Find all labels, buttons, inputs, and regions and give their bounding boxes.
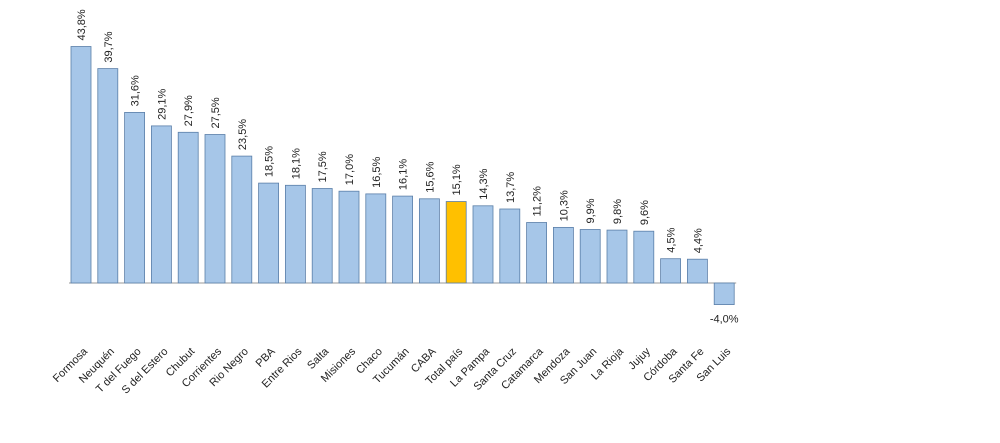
bar-11: [365, 193, 387, 284]
bar-9: [311, 188, 333, 284]
value-label-6: 23,5%: [237, 119, 249, 150]
bar-16: [499, 208, 521, 284]
value-label-16: 13,7%: [505, 172, 517, 203]
bar-22: [660, 258, 681, 284]
bar-13: [418, 198, 440, 284]
value-label-13: 15,6%: [424, 161, 436, 192]
value-label-8: 18,1%: [290, 148, 302, 179]
value-label-19: 9,9%: [585, 198, 597, 223]
bar-10: [338, 190, 360, 284]
bar-14: [445, 201, 467, 284]
value-label-24: -4,0%: [710, 314, 739, 326]
bar-7: [258, 182, 280, 284]
value-labels-group: 43,8% 39,7% 31,6% 29,1% 27,9% 27,5% 23,5% 18,5%…: [76, 9, 739, 326]
bar-24: [713, 282, 735, 306]
value-label-20: 9,8%: [612, 199, 624, 224]
value-label-7: 18,5%: [264, 146, 276, 177]
value-label-23: 4,4%: [692, 228, 704, 253]
bar-21: [633, 230, 655, 284]
bar-6: [231, 155, 253, 284]
value-label-22: 4,5%: [666, 227, 678, 252]
bar-0: [70, 46, 92, 284]
bar-3: [150, 125, 172, 284]
bar-2: [124, 112, 145, 284]
value-label-18: 10,3%: [558, 190, 570, 221]
value-label-3: 29,1%: [156, 88, 168, 119]
bar-5: [204, 134, 226, 284]
value-label-2: 31,6%: [130, 75, 142, 106]
bar-18: [553, 226, 574, 284]
value-label-11: 16,5%: [371, 156, 383, 187]
value-label-0: 43,8%: [76, 9, 88, 40]
value-label-17: 11,2%: [532, 186, 544, 217]
bar-15: [472, 205, 494, 284]
bar-17: [526, 222, 547, 284]
bar-1: [97, 68, 119, 284]
value-label-4: 27,9%: [183, 95, 195, 126]
value-label-15: 14,3%: [478, 168, 490, 199]
bar-4: [177, 131, 199, 284]
value-label-12: 16,1%: [398, 159, 410, 190]
bar-19: [579, 229, 601, 284]
bar-23: [687, 258, 708, 284]
value-label-5: 27,5%: [210, 97, 222, 128]
bar-20: [606, 229, 628, 284]
value-label-21: 9,6%: [639, 200, 651, 225]
value-label-14: 15,1%: [451, 164, 463, 195]
value-label-10: 17,0%: [344, 154, 356, 185]
bars-group: [70, 46, 735, 306]
bar-8: [284, 184, 306, 284]
value-label-9: 17,5%: [317, 151, 329, 182]
bar-12: [392, 195, 414, 284]
value-label-1: 39,7%: [103, 31, 115, 62]
